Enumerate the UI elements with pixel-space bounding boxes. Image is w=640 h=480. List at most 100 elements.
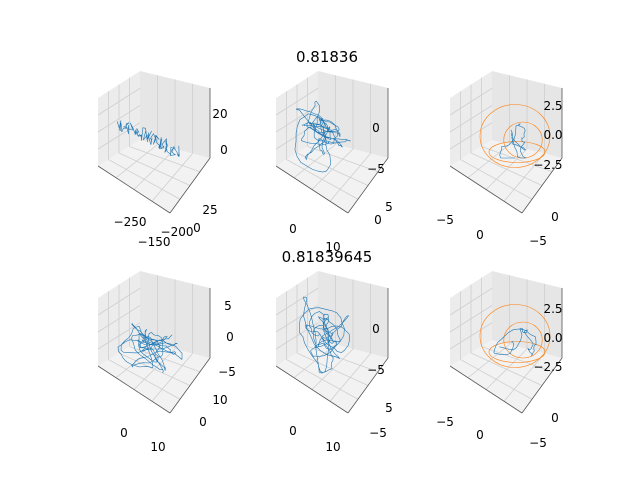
series-line (117, 322, 183, 374)
gridline (307, 146, 379, 173)
x-axis-line (97, 365, 171, 414)
x-tick-label: −150 (138, 235, 171, 249)
gridline (449, 105, 493, 133)
pane-floor (276, 340, 388, 413)
series-line (116, 120, 180, 158)
z-tick-label: 20 (212, 107, 227, 121)
pane-floor (276, 140, 388, 213)
gridline (151, 353, 193, 402)
gridline (481, 346, 553, 373)
gridline (329, 153, 371, 202)
y-tick-label: 0 (193, 221, 201, 235)
y-tick-label: 25 (202, 203, 217, 217)
y-tick-label: 0 (374, 213, 382, 227)
z-tick-label: −5 (367, 363, 385, 377)
gridline (151, 153, 193, 202)
series-line (503, 321, 543, 359)
series-line (488, 141, 546, 163)
y-tick-label: 10 (212, 393, 227, 407)
x-tick-label: 10 (325, 440, 340, 454)
y-tick-label: 5 (385, 200, 393, 214)
z-tick-label: 0 (220, 143, 228, 157)
y-axis-line (347, 157, 389, 214)
pane-floor (450, 140, 562, 213)
gridline (296, 152, 369, 186)
x-tick-label: 0 (476, 428, 484, 442)
gridline (275, 305, 319, 333)
series-line (294, 100, 351, 173)
series-line (499, 123, 527, 159)
y-tick-label: −5 (529, 436, 547, 450)
gridline (481, 146, 553, 173)
z-tick-label: 2.5 (543, 99, 562, 113)
x-axis-line (97, 165, 171, 214)
x-axis-line (449, 365, 523, 414)
y-axis-line (521, 157, 563, 214)
gridline (503, 353, 545, 402)
x-tick-label: 0 (476, 228, 484, 242)
gridline (97, 122, 141, 150)
subplot-4: 0 10 10 0 5 0 −5 0.81839645 (97, 248, 373, 454)
x-tick-label: −200 (161, 225, 194, 239)
y-tick-label: −5 (369, 426, 387, 440)
gridline (503, 153, 545, 202)
series-line (298, 296, 350, 374)
subplot-title: 0.81836 (296, 48, 358, 66)
gridline (449, 322, 493, 350)
subplot-5: 0 10 5 −5 0 −5 (275, 271, 393, 454)
gridline (470, 152, 543, 186)
z-tick-label: −5 (367, 162, 385, 176)
z-tick-label: 0.0 (543, 128, 562, 142)
x-tick-label: −250 (114, 215, 147, 229)
y-tick-label: 0 (551, 210, 559, 224)
z-tick-label: 5 (224, 299, 232, 313)
gridline (307, 346, 379, 373)
y-tick-label: 0 (551, 411, 559, 425)
x-tick-label: 0 (289, 222, 297, 236)
gridline (97, 322, 141, 350)
subplot-title: 0.81839645 (282, 248, 373, 266)
x-tick-label: −5 (436, 415, 454, 429)
gridline (275, 105, 319, 133)
z-tick-label: 2.5 (543, 302, 562, 316)
series-line (488, 341, 546, 363)
x-tick-label: 10 (150, 440, 165, 454)
series-line (479, 304, 551, 368)
gridline (329, 353, 371, 402)
series-line (493, 328, 537, 356)
y-tick-label: 5 (385, 401, 393, 415)
z-tick-label: −5 (218, 365, 236, 379)
z-tick-label: −2.5 (533, 158, 562, 172)
z-tick-label: 0.0 (543, 331, 562, 345)
gridline (129, 346, 201, 373)
gridline (97, 105, 141, 133)
gridline (296, 352, 369, 386)
y-tick-label: 0 (199, 415, 207, 429)
gridline (118, 352, 191, 386)
z-tick-label: −2.5 (533, 360, 562, 374)
gridline (449, 122, 493, 150)
z-tick-label: 0 (226, 330, 234, 344)
z-tick-label: 0 (372, 322, 380, 336)
x-axis-line (275, 365, 349, 414)
y-axis-line (169, 357, 211, 414)
gridline (118, 152, 191, 186)
gridline (97, 305, 141, 333)
subplot-6: −5 0 0 −5 2.5 0.0 −2.5 (436, 271, 563, 450)
x-axis-line (275, 165, 349, 214)
x-axis-line (449, 165, 523, 214)
x-tick-label: −5 (436, 213, 454, 227)
subplot-3: −5 0 0 −5 2.5 0.0 −2.5 (436, 71, 563, 248)
y-tick-label: −5 (529, 234, 547, 248)
gridline (129, 146, 201, 173)
x-tick-label: 10 (325, 240, 340, 254)
pane-floor (450, 340, 562, 413)
y-axis-line (169, 157, 211, 214)
gridline (449, 305, 493, 333)
z-tick-label: 0 (372, 121, 380, 135)
gridline (470, 352, 543, 386)
y-axis-line (347, 357, 389, 414)
